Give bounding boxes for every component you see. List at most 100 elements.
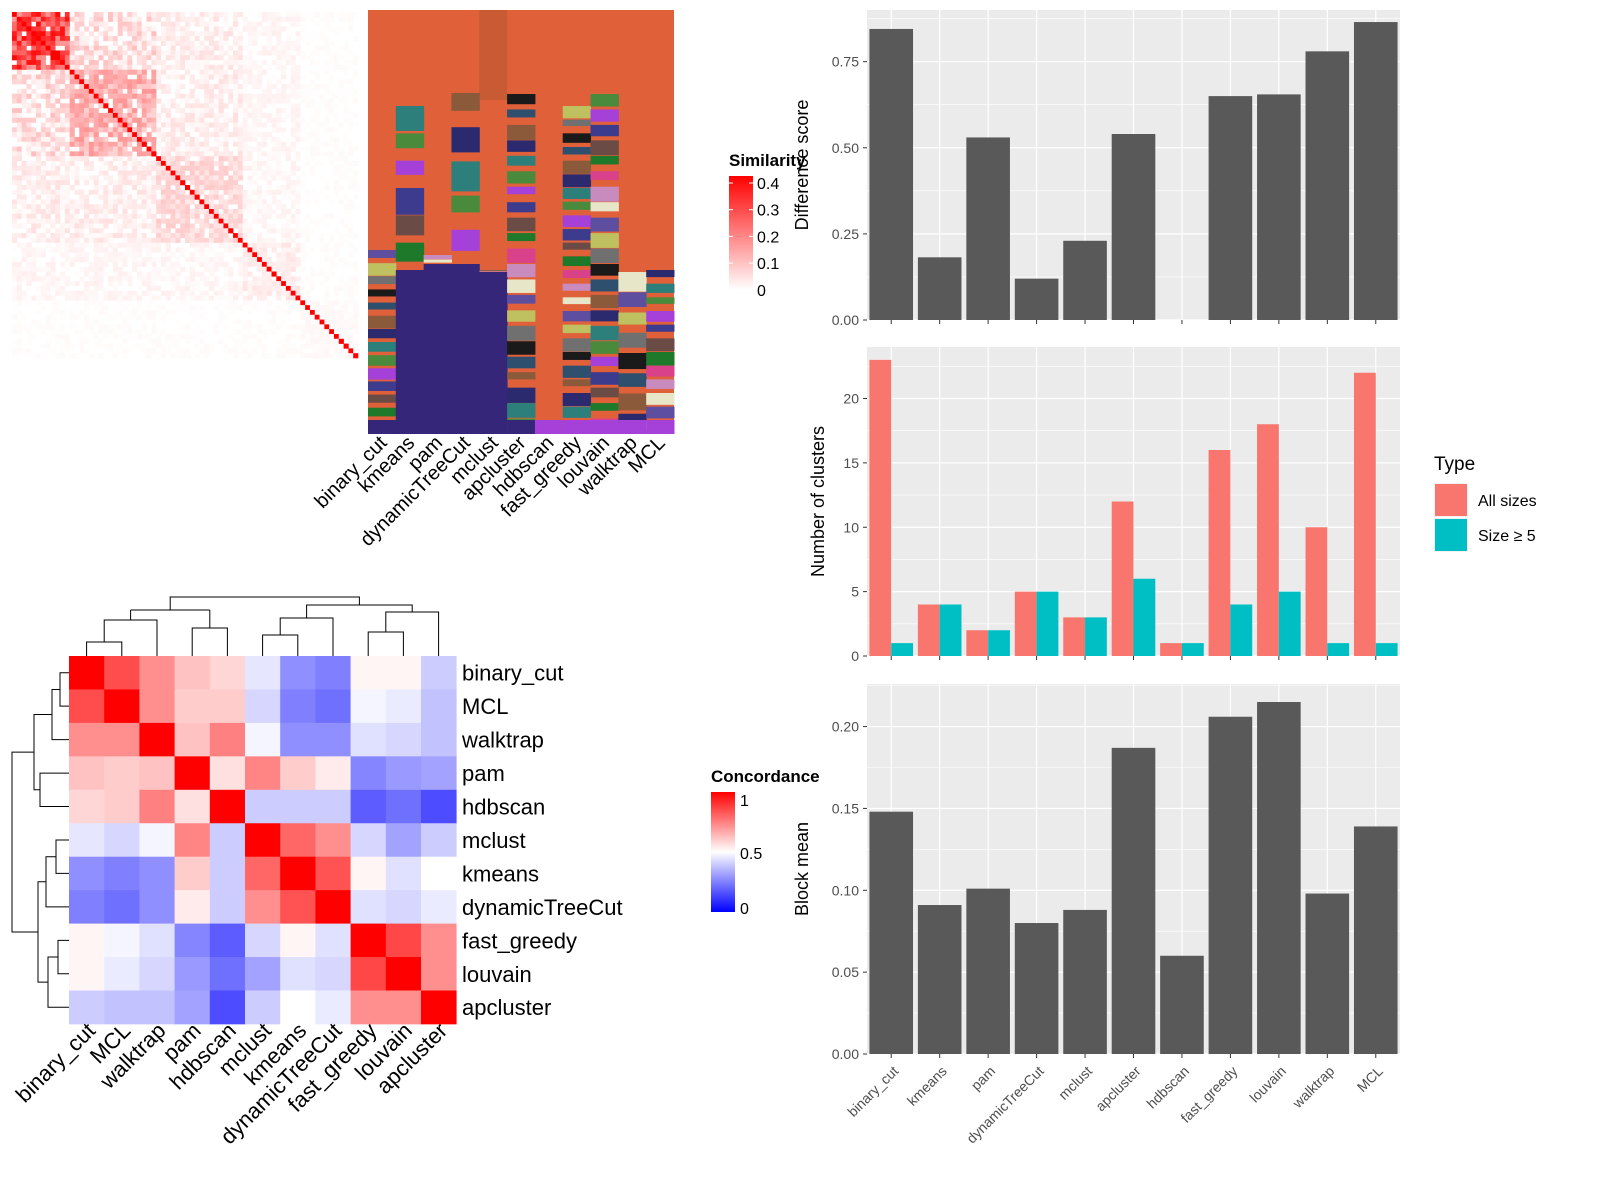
similarity-cell	[132, 93, 138, 99]
similarity-cell	[343, 281, 349, 287]
similarity-cell	[237, 237, 243, 243]
similarity-cell	[79, 266, 85, 272]
similarity-cell	[295, 156, 301, 162]
similarity-cell	[31, 26, 37, 32]
similarity-cell	[12, 329, 18, 335]
similarity-cell	[117, 103, 123, 109]
similarity-cell	[16, 45, 22, 51]
similarity-cell	[233, 213, 239, 219]
similarity-cell	[237, 261, 243, 267]
similarity-cell	[228, 93, 234, 99]
similarity-cell	[69, 185, 75, 191]
similarity-cell	[285, 252, 292, 258]
similarity-cell	[84, 199, 90, 205]
concordance-cell	[315, 756, 351, 791]
similarity-cell	[261, 88, 267, 94]
similarity-cell	[21, 21, 27, 27]
similarity-cell	[324, 98, 330, 104]
similarity-cell	[271, 146, 277, 152]
concordance-cell	[139, 722, 175, 757]
similarity-cell	[141, 261, 147, 267]
similarity-cell	[160, 343, 167, 349]
assignment-block	[562, 311, 592, 322]
similarity-cell	[189, 151, 195, 157]
similarity-cell	[194, 50, 200, 56]
similarity-cell	[132, 88, 138, 94]
similarity-cell	[175, 199, 181, 205]
similarity-cell	[209, 31, 215, 37]
similarity-cell	[16, 209, 22, 215]
similarity-cell	[151, 185, 157, 191]
similarity-cell	[50, 180, 56, 186]
similarity-cell	[285, 112, 292, 119]
similarity-cell	[50, 55, 56, 61]
similarity-cell	[300, 295, 306, 301]
similarity-cell	[290, 237, 296, 243]
similarity-cell	[26, 333, 32, 340]
similarity-cell	[213, 228, 219, 234]
concordance-cell	[69, 823, 105, 858]
similarity-cell	[79, 194, 85, 200]
similarity-cell	[257, 93, 263, 99]
similarity-cell	[252, 117, 258, 123]
similarity-cell	[199, 218, 205, 224]
similarity-cell	[93, 93, 99, 99]
similarity-cell	[194, 165, 200, 171]
similarity-cell	[353, 60, 359, 66]
similarity-cell	[50, 314, 56, 320]
similarity-cell	[204, 247, 210, 253]
y-tick-label: 0.00	[832, 312, 859, 328]
similarity-cell	[117, 74, 123, 80]
similarity-cell	[117, 257, 123, 263]
similarity-cell	[305, 319, 311, 325]
similarity-cell	[170, 31, 176, 37]
similarity-cell	[156, 257, 162, 263]
similarity-cell	[285, 103, 292, 109]
similarity-cell	[271, 127, 277, 133]
similarity-cell	[127, 69, 133, 75]
similarity-cell	[223, 40, 229, 46]
similarity-cell	[309, 271, 316, 277]
similarity-cell	[36, 180, 42, 186]
similarity-cell	[40, 199, 46, 205]
similarity-cell	[79, 122, 85, 128]
similarity-cell	[21, 266, 27, 272]
similarity-cell	[40, 74, 46, 80]
similarity-cell	[175, 16, 181, 22]
similarity-cell	[127, 122, 133, 128]
similarity-cell	[228, 60, 234, 66]
similarity-cell	[40, 213, 46, 219]
similarity-cell	[199, 233, 205, 239]
bar	[1063, 240, 1107, 320]
similarity-cell	[228, 309, 234, 316]
similarity-cell	[160, 290, 167, 296]
similarity-cell	[271, 93, 277, 99]
similarity-cell	[127, 218, 133, 224]
similarity-cell	[151, 69, 157, 75]
similarity-cell	[228, 194, 234, 200]
similarity-cell	[252, 242, 258, 248]
similarity-cell	[209, 146, 215, 152]
similarity-cell	[122, 74, 128, 80]
similarity-cell	[88, 60, 94, 66]
similarity-cell	[40, 21, 46, 27]
assignment-block	[507, 186, 536, 195]
similarity-cell	[281, 16, 287, 22]
similarity-cell	[189, 242, 195, 248]
similarity-cell	[108, 180, 114, 186]
similarity-cell	[146, 50, 152, 56]
similarity-cell	[74, 21, 80, 27]
similarity-cell	[319, 160, 325, 167]
similarity-cell	[237, 156, 243, 162]
similarity-cell	[281, 151, 287, 157]
similarity-cell	[285, 170, 292, 176]
similarity-cell	[338, 175, 344, 181]
concordance-cell	[139, 689, 175, 724]
assignment-block	[507, 233, 536, 242]
similarity-cell	[343, 257, 349, 263]
similarity-cell	[156, 309, 162, 316]
similarity-cell	[12, 343, 18, 349]
similarity-cell	[26, 127, 32, 133]
concordance-cell	[350, 823, 387, 858]
similarity-cell	[117, 170, 123, 176]
